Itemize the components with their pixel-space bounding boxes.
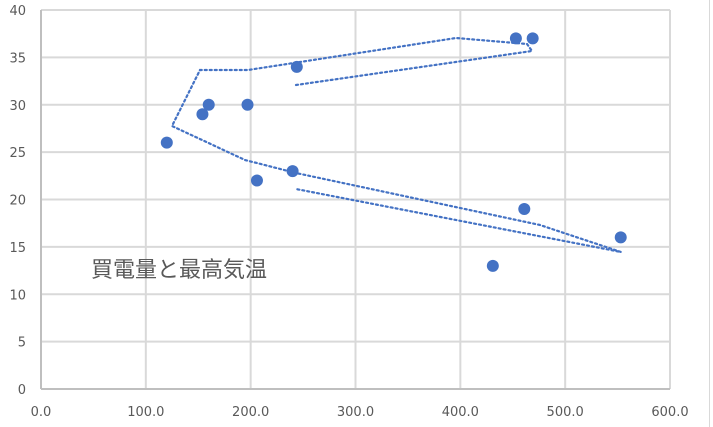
x-tick-label: 200.0: [232, 405, 269, 420]
y-tick-label: 0: [18, 383, 26, 398]
data-points: [160, 32, 627, 272]
data-point: [160, 136, 173, 149]
data-point: [614, 231, 627, 244]
gridlines: [41, 9, 671, 389]
axes: [40, 10, 670, 390]
data-point: [202, 98, 215, 111]
y-tick-label: 30: [9, 99, 26, 114]
x-tick-label: 500.0: [547, 405, 584, 420]
moving-average-trendline: [170, 36, 622, 254]
x-tick-label: 600.0: [651, 405, 688, 420]
data-point: [518, 202, 531, 215]
x-tick-label: 100.0: [127, 405, 164, 420]
chart-title: 買電量と最高気温: [91, 258, 267, 283]
x-tick-label: 400.0: [442, 405, 479, 420]
y-tick-label: 20: [9, 194, 26, 209]
x-tick-label: 300.0: [337, 405, 374, 420]
x-axis-labels: 0.0 100.0 200.0 300.0 400.0 500.0 600.0: [31, 405, 689, 420]
data-point: [290, 60, 303, 73]
data-point: [509, 32, 522, 45]
data-point: [526, 32, 539, 45]
x-tick-label: 0.0: [31, 405, 52, 420]
y-tick-label: 5: [18, 336, 26, 351]
data-point: [286, 165, 299, 178]
data-point: [250, 174, 263, 187]
y-tick-label: 15: [9, 241, 26, 256]
chart-border: [709, 0, 710, 427]
data-point: [196, 108, 209, 121]
y-tick-label: 25: [9, 146, 26, 161]
y-tick-label: 10: [9, 288, 26, 303]
data-point: [486, 259, 499, 272]
data-point: [241, 98, 254, 111]
y-axis-labels: 0 5 10 15 20 25 30 35 40: [9, 4, 26, 398]
y-tick-label: 40: [9, 4, 26, 19]
y-tick-label: 35: [9, 51, 26, 66]
